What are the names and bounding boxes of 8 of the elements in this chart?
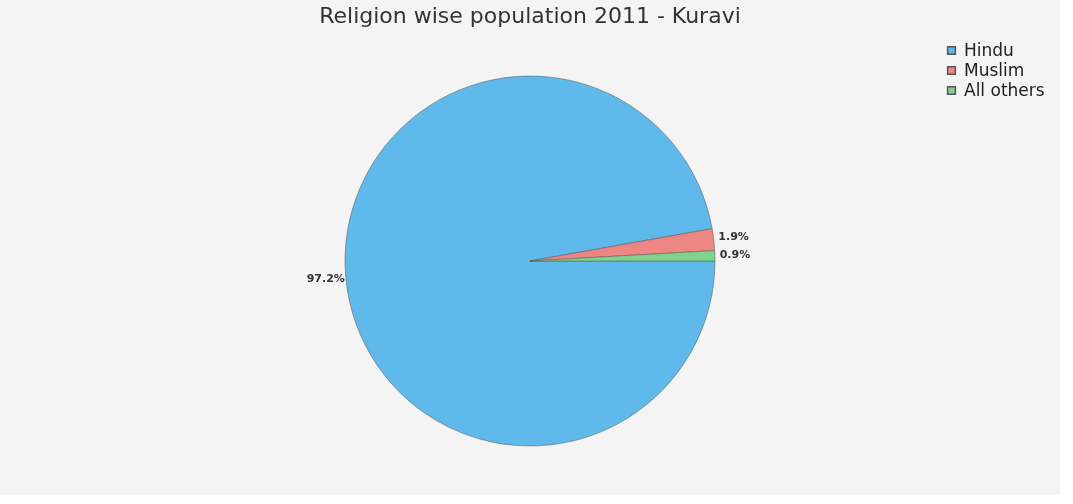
legend-label: All others — [964, 79, 1045, 100]
legend-label: Muslim — [964, 59, 1025, 80]
chart-title: Religion wise population 2011 - Kuravi — [319, 3, 741, 28]
legend-label: Hindu — [964, 39, 1014, 60]
data-label: 97.2% — [306, 272, 345, 286]
data-label: 0.9% — [719, 248, 751, 262]
pie-slice — [344, 75, 716, 447]
data-label: 1.9% — [718, 230, 749, 244]
